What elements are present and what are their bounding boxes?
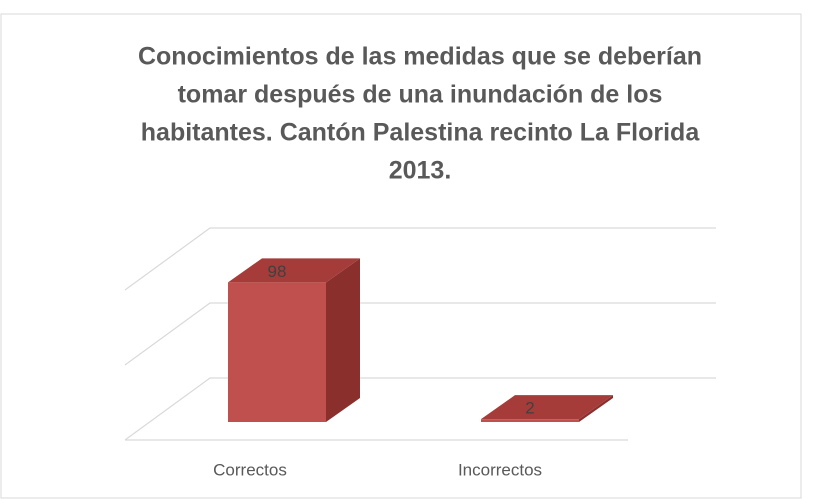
chart-title: 2013. [389,157,452,185]
bar-side [579,395,613,422]
grid-line [124,227,716,291]
data-label: 98 [268,262,287,281]
chart-title: habitantes. Cantón Palestina recinto La … [141,119,701,147]
chart-title: tomar después de una inundación de los [178,81,663,109]
bar [228,282,326,422]
bar-top [228,258,360,283]
x-tick-label: Incorrectos [458,460,542,479]
grid-line [124,377,716,441]
bar-top [481,395,613,420]
bar [481,419,579,422]
data-label: 2 [525,399,534,418]
x-tick-label: Correctos [213,460,287,479]
bar-side [326,258,360,422]
chart-title: Conocimientos de las medidas que se debe… [138,43,702,71]
chart-frame [0,13,802,499]
grid-line [124,302,716,366]
